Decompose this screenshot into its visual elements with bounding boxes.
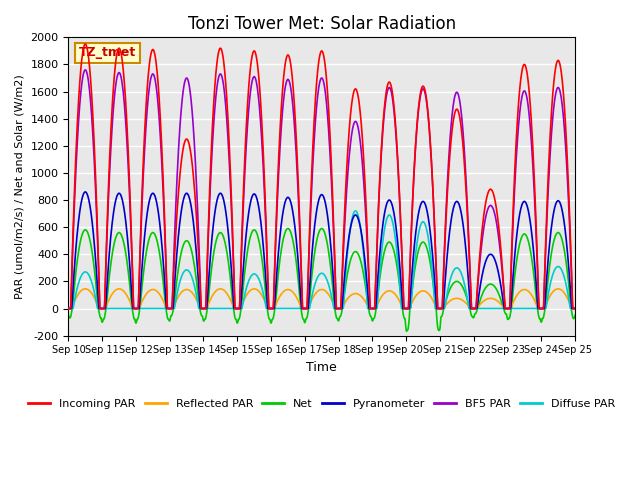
Legend: Incoming PAR, Reflected PAR, Net, Pyranometer, BF5 PAR, Diffuse PAR: Incoming PAR, Reflected PAR, Net, Pyrano… [24,395,620,414]
Y-axis label: PAR (umol/m2/s) / Net and Solar (W/m2): PAR (umol/m2/s) / Net and Solar (W/m2) [15,74,25,299]
X-axis label: Time: Time [307,361,337,374]
Title: Tonzi Tower Met: Solar Radiation: Tonzi Tower Met: Solar Radiation [188,15,456,33]
Text: TZ_tmet: TZ_tmet [79,46,136,60]
